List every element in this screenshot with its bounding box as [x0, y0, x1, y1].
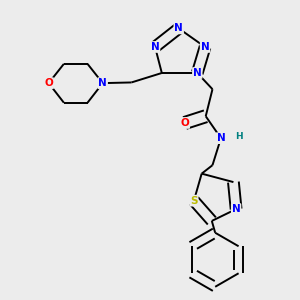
Text: O: O — [44, 78, 53, 88]
Text: O: O — [180, 118, 189, 128]
Text: N: N — [98, 78, 107, 88]
Text: H: H — [235, 132, 242, 141]
Text: N: N — [174, 23, 183, 33]
Text: N: N — [217, 133, 225, 143]
Text: S: S — [190, 196, 198, 206]
Text: N: N — [232, 204, 241, 214]
Text: N: N — [193, 68, 202, 78]
Text: N: N — [201, 42, 209, 52]
Text: N: N — [151, 42, 159, 52]
